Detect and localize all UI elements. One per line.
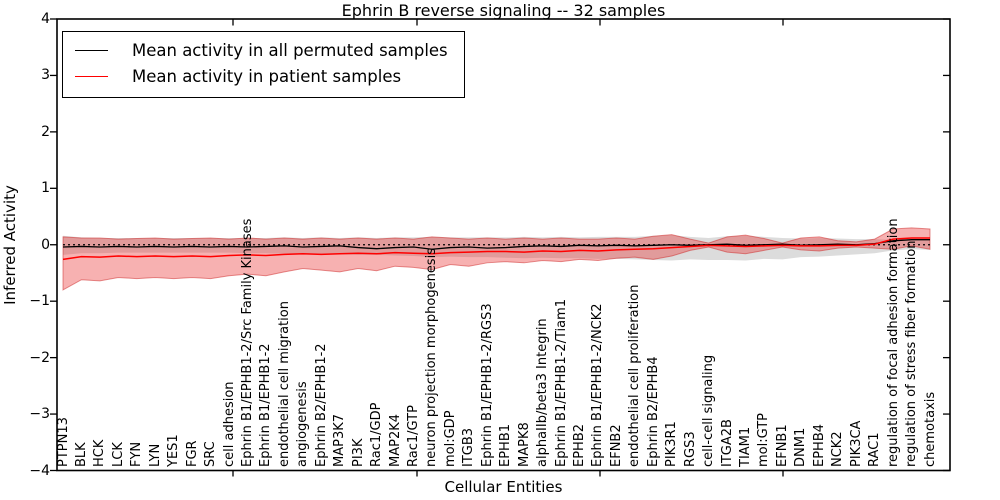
x-tick-label: LCK bbox=[110, 442, 126, 467]
x-tick-label: EPHB4 bbox=[811, 423, 827, 467]
x-tick-label: neuron projection morphogenesis bbox=[424, 248, 440, 467]
patient-band-area bbox=[62, 227, 931, 291]
x-tick-label: Ephrin B1/EPHB1-2/RGS3 bbox=[479, 303, 495, 467]
x-tick-label: MAP2K4 bbox=[387, 413, 403, 467]
x-tick-label: Rac1/GDP bbox=[369, 402, 385, 467]
patient-mean-line bbox=[62, 237, 930, 261]
x-tick-label: endothelial cell migration bbox=[276, 301, 292, 467]
x-tick-label: mol:GTP bbox=[756, 413, 772, 467]
x-tick-label: cell adhesion bbox=[221, 381, 237, 467]
x-tick-label: FYN bbox=[129, 441, 145, 467]
x-tick-label: EFNB2 bbox=[608, 424, 624, 467]
y-tick-label: −1 bbox=[29, 293, 50, 310]
chart-title: Ephrin B reverse signaling -- 32 samples bbox=[341, 1, 666, 20]
patient-line-sample-icon bbox=[75, 76, 108, 77]
y-tick-label: −3 bbox=[29, 406, 50, 423]
x-tick-label: Ephrin B1/EPHB1-2 bbox=[258, 343, 274, 467]
permuted-mean-line bbox=[62, 239, 930, 250]
x-tick-label: Ephrin B1/EPHB1-2/Tiam1 bbox=[553, 298, 569, 467]
x-tick-label: RGS3 bbox=[682, 431, 698, 467]
x-tick-label: PTPN13 bbox=[55, 417, 71, 467]
x-tick-label: chemotaxis bbox=[922, 391, 938, 467]
x-tick-label: EPHB1 bbox=[498, 423, 514, 467]
x-tick-label: NCK2 bbox=[830, 431, 846, 467]
y-tick-label: 2 bbox=[41, 123, 50, 140]
x-tick-label: FGR bbox=[184, 440, 200, 467]
x-tick-label: EFNB1 bbox=[774, 424, 790, 467]
x-tick-label: cell-cell signaling bbox=[701, 354, 717, 467]
x-tick-label: regulation of stress fiber formation bbox=[904, 240, 920, 467]
legend: Mean activity in all permuted samples Me… bbox=[62, 31, 465, 98]
y-tick-label: 1 bbox=[41, 180, 50, 197]
x-tick-label: ITGB3 bbox=[461, 427, 477, 467]
y-tick-label: −4 bbox=[29, 462, 50, 479]
y-tick-label: 3 bbox=[41, 67, 50, 84]
legend-entry-permuted: Mean activity in all permuted samples bbox=[75, 41, 448, 60]
x-tick-label: EPHB2 bbox=[572, 423, 587, 467]
x-tick-label: Ephrin B1/EPHB1-2/NCK2 bbox=[590, 303, 606, 467]
x-tick-label: DNM1 bbox=[793, 427, 809, 467]
y-tick-label: −2 bbox=[29, 349, 50, 366]
x-tick-label: alphaIIb/beta3 Integrin bbox=[535, 318, 551, 467]
x-tick-label: BLK bbox=[73, 442, 89, 467]
x-tick-label: HCK bbox=[92, 439, 108, 467]
x-tick-label: angiogenesis bbox=[295, 381, 311, 467]
x-tick-label: Ephrin B1/EPHB1-2/Src Family Kinases bbox=[239, 218, 255, 467]
x-tick-label: LYN bbox=[147, 443, 163, 467]
x-tick-label: TIAM1 bbox=[738, 426, 754, 467]
x-tick-label: PIK3R1 bbox=[664, 421, 680, 467]
x-axis-title: Cellular Entities bbox=[444, 478, 563, 496]
x-tick-label: MAPK8 bbox=[516, 422, 532, 467]
x-tick-label: regulation of focal adhesion formation bbox=[885, 218, 901, 467]
x-tick-label: MAP3K7 bbox=[332, 413, 348, 467]
x-tick-label: Rac1/GTP bbox=[405, 405, 421, 467]
legend-entry-patient: Mean activity in patient samples bbox=[75, 67, 448, 86]
x-tick-label: endothelial cell proliferation bbox=[627, 284, 643, 468]
x-tick-label: PI3K bbox=[350, 438, 366, 467]
x-tick-label: PIK3CA bbox=[848, 420, 864, 467]
x-tick-label: Ephrin B2/EPHB1-2 bbox=[313, 343, 329, 467]
legend-label-permuted: Mean activity in all permuted samples bbox=[132, 41, 448, 60]
x-tick-label: YES1 bbox=[166, 434, 182, 467]
permuted-line-sample-icon bbox=[75, 50, 108, 51]
x-tick-label: RAC1 bbox=[867, 432, 883, 467]
x-tick-label: mol:GDP bbox=[442, 410, 458, 467]
y-tick-label: 0 bbox=[41, 236, 50, 253]
x-tick-label: Ephrin B2/EPHB4 bbox=[645, 356, 661, 467]
x-tick-label: ITGA2B bbox=[719, 419, 735, 467]
legend-label-patient: Mean activity in patient samples bbox=[132, 67, 402, 86]
x-tick-label: SRC bbox=[203, 441, 219, 467]
y-tick-label: 4 bbox=[41, 11, 50, 27]
